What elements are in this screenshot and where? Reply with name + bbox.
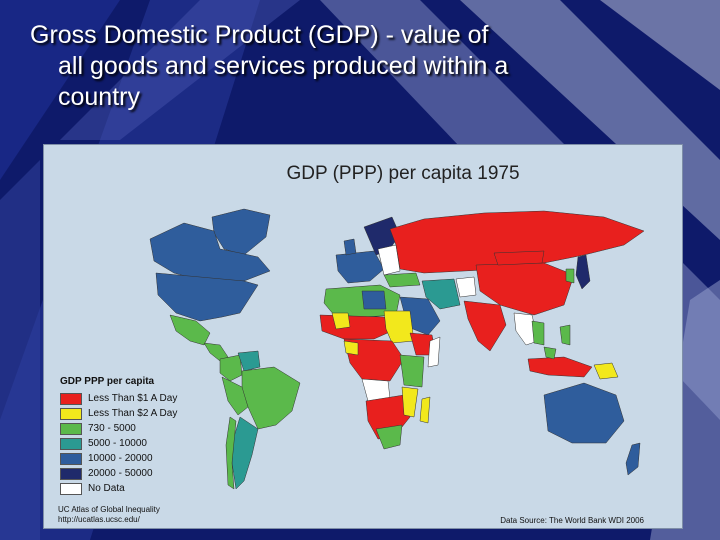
legend-item: Less Than $2 A Day [60, 406, 195, 421]
slide-title-line-3: country [58, 83, 140, 111]
legend-swatch [60, 482, 82, 495]
region-peru-bolivia [221, 376, 249, 416]
legend-swatch [60, 422, 82, 435]
region-usa [155, 272, 259, 322]
region-indonesia [527, 356, 593, 378]
data-source-note: Data Source: The World Bank WDI 2006 [500, 516, 644, 525]
legend-swatch [60, 437, 82, 450]
legend-label: No Data [88, 483, 125, 494]
legend-item: Less Than $1 A Day [60, 391, 195, 406]
region-central-africa [343, 338, 405, 382]
region-western-europe [335, 250, 385, 284]
region-new-guinea [593, 362, 619, 380]
legend-item: No Data [60, 481, 195, 496]
region-eastern-europe [377, 244, 401, 276]
slide-title-line-2: all goods and services produced within a [58, 52, 509, 80]
legend-label: 5000 - 10000 [88, 438, 147, 449]
region-new-zealand [625, 442, 641, 476]
legend-item: 5000 - 10000 [60, 436, 195, 451]
region-argentina [231, 416, 259, 490]
world-map-panel: GDP (PPP) per capita 1975 GDP PPP per ca… [43, 144, 683, 529]
region-afghanistan [455, 276, 477, 298]
region-sudan [383, 310, 415, 344]
region-japan [575, 254, 591, 290]
region-sahel [319, 314, 393, 340]
region-colombia [219, 354, 243, 382]
legend-swatch [60, 407, 82, 420]
legend-label: 730 - 5000 [88, 423, 136, 434]
legend-item: 10000 - 20000 [60, 451, 195, 466]
legend-swatch [60, 392, 82, 405]
region-australia [543, 382, 625, 444]
region-iran [421, 278, 461, 310]
world-map [149, 208, 645, 490]
legend-title: GDP PPP per capita [60, 376, 155, 387]
region-mexico [169, 314, 211, 346]
atlas-credit-name: UC Atlas of Global Inequality [58, 505, 160, 514]
region-malaysia [543, 346, 557, 360]
region-somalia [427, 336, 441, 368]
legend-label: Less Than $2 A Day [88, 408, 178, 419]
region-east-africa [399, 354, 425, 388]
region-philippines [559, 324, 571, 346]
legend-item: 730 - 5000 [60, 421, 195, 436]
legend-swatch [60, 467, 82, 480]
legend-label: 10000 - 20000 [88, 453, 153, 464]
region-chile [225, 416, 237, 490]
slide-title-line-1: Gross Domestic Product (GDP) - value of [30, 21, 489, 49]
region-ussr [389, 210, 645, 274]
region-libya [361, 290, 387, 310]
legend-item: 20000 - 50000 [60, 466, 195, 481]
region-korea [565, 268, 575, 284]
legend-swatch [60, 452, 82, 465]
region-south-africa [375, 424, 403, 450]
region-brazil [241, 366, 301, 430]
region-venezuela [237, 350, 261, 372]
region-china [475, 262, 575, 316]
atlas-credit: UC Atlas of Global Inequality http://uca… [58, 505, 160, 525]
legend-label: 20000 - 50000 [88, 468, 153, 479]
region-west-africa-coast [343, 340, 359, 356]
slide-title: Gross Domestic Product (GDP) - value of … [30, 20, 680, 113]
region-mongolia [493, 250, 545, 266]
region-canada [149, 222, 271, 282]
region-turkey [383, 272, 421, 288]
region-mozambique [401, 386, 419, 418]
region-thailand [531, 320, 545, 346]
atlas-credit-url[interactable]: http://ucatlas.ucsc.edu/ [58, 515, 140, 524]
map-title: GDP (PPP) per capita 1975 [286, 163, 520, 184]
region-india [463, 300, 507, 352]
map-legend: GDP PPP per capita Less Than $1 A Day Les… [60, 376, 195, 496]
legend-label: Less Than $1 A Day [88, 393, 178, 404]
region-greenland [211, 208, 271, 256]
region-uk [343, 238, 357, 256]
region-madagascar [419, 396, 431, 424]
region-mali [331, 312, 351, 330]
